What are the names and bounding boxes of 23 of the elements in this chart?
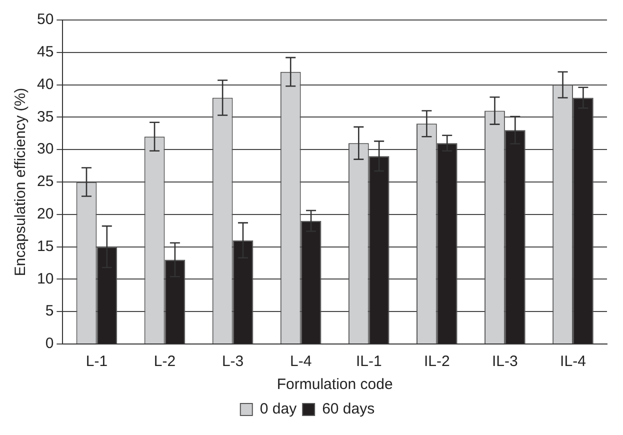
y-tick-label: 5 <box>45 302 54 320</box>
y-tick-label: 0 <box>45 335 54 352</box>
x-tick-label: L-2 <box>154 353 176 370</box>
y-tick-label: 20 <box>36 206 54 223</box>
legend-label: 0 day <box>260 400 298 418</box>
x-tick-label: IL-3 <box>492 353 518 370</box>
y-tick-label: 30 <box>36 140 54 158</box>
x-tick-label: IL-4 <box>560 353 586 370</box>
y-tick-label: 15 <box>36 238 54 255</box>
x-tick-label: L-1 <box>86 353 108 370</box>
x-tick-label: L-3 <box>222 353 244 370</box>
y-tick-label: 10 <box>36 270 54 288</box>
legend-label: 60 days <box>322 400 375 418</box>
y-tick-label: 25 <box>36 173 54 190</box>
y-axis-title: Encapsulation efficiency (%) <box>12 88 30 276</box>
y-tick-label: 50 <box>36 11 54 28</box>
x-tick-label: L-4 <box>290 353 312 370</box>
x-axis-title: Formulation code <box>276 376 393 394</box>
x-tick-label: IL-1 <box>356 353 382 370</box>
y-tick-label: 45 <box>36 44 54 61</box>
x-tick-label: IL-2 <box>424 353 450 370</box>
y-tick-label: 35 <box>36 108 54 126</box>
y-tick-label: 40 <box>36 76 54 93</box>
